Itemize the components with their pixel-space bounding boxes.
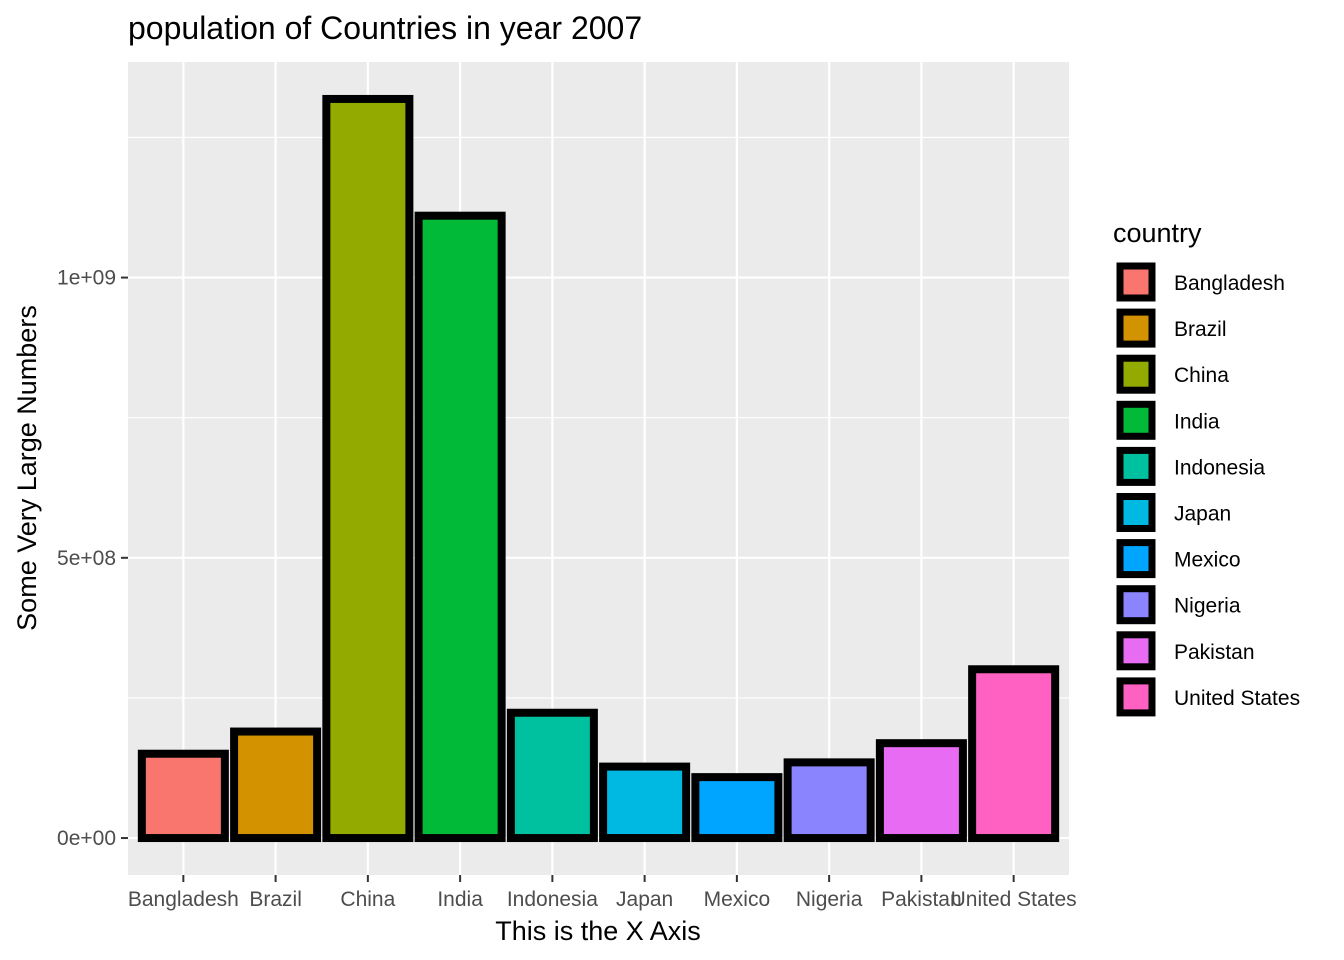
bar-brazil [230,727,322,843]
legend-label: Pakistan [1174,641,1255,664]
bar-india [414,211,506,843]
legend-key-swatch [1116,631,1156,671]
x-tick-label: Brazil [249,888,302,911]
bar-china [322,94,414,843]
minor-gridlines [128,136,1069,699]
y-tick-label: 1e+09 [57,267,116,290]
bar-indonesia [506,708,598,843]
legend-key-swatch [1116,493,1156,532]
y-tick-label: 0e+00 [57,827,116,850]
bar-pakistan [875,739,967,843]
legend-label: Japan [1174,503,1231,526]
bar-bangladesh [137,749,229,843]
x-tick-label: Pakistan [881,888,962,911]
y-axis: 0e+00 5e+08 1e+09 [57,267,128,850]
legend-key-swatch [1116,262,1156,302]
x-axis: Bangladesh Brazil China India Indonesia Japan… [128,875,1077,911]
x-tick-label: Bangladesh [128,888,239,911]
x-tick-label: Indonesia [507,888,598,911]
legend-key-swatch [1116,354,1156,394]
bar-mexico [691,773,783,843]
x-axis-title: This is the X Axis [495,916,701,946]
x-tick-label: China [340,888,395,911]
x-tick-label: Nigeria [796,888,863,911]
bar-united-states [968,665,1060,843]
legend-label: Nigeria [1174,595,1241,618]
legend-label: United States [1174,687,1300,710]
legend-key-swatch [1116,308,1156,348]
legend-label: China [1174,364,1229,387]
legend-label: Bangladesh [1174,272,1285,295]
x-tick-label: Mexico [704,888,771,911]
legend-key-swatch [1116,677,1156,717]
legend-key-swatch [1116,585,1156,625]
legend-label: Brazil [1174,318,1227,341]
bar-nigeria [783,758,875,843]
legend: country Bangladesh Brazil China India Indone… [1113,218,1300,717]
x-tick-label: United States [951,888,1077,911]
legend-key-swatch [1116,539,1156,579]
x-tick-label: India [437,888,483,911]
legend-label: Indonesia [1174,456,1265,479]
y-tick-label: 5e+08 [57,547,116,570]
bars [137,94,1060,843]
legend-title: country [1113,218,1202,248]
legend-label: Mexico [1174,549,1241,572]
chart-title: population of Countries in year 2007 [128,10,642,46]
legend-key-swatch [1116,446,1156,486]
legend-key-swatch [1116,400,1156,440]
legend-label: India [1174,410,1220,433]
x-tick-label: Japan [616,888,673,911]
bar-japan [599,762,691,843]
y-axis-title: Some Very Large Numbers [12,305,42,631]
